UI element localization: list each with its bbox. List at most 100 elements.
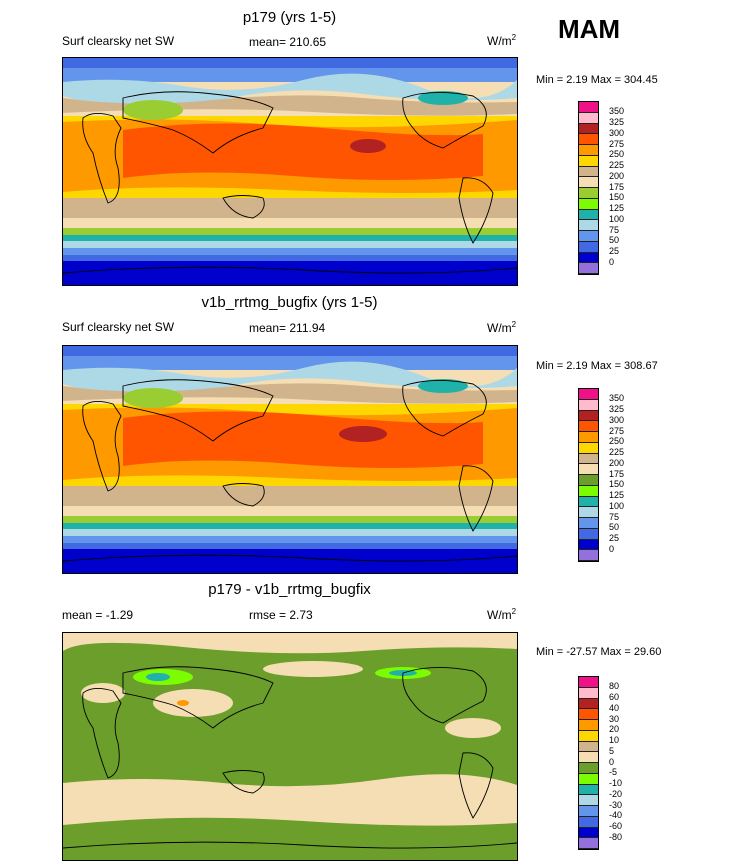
colorbar-label: 125 — [609, 490, 625, 500]
panel3-minmax: Min = -27.57 Max = 29.60 — [536, 646, 662, 658]
colorbar-label: -40 — [609, 810, 623, 821]
panel3-title: p179 - v1b_rrtmg_bugfix — [208, 581, 371, 598]
colorbar-swatch — [579, 231, 598, 242]
colorbar-label: 75 — [609, 224, 620, 235]
colorbar-swatch — [579, 263, 598, 274]
colorbar-swatch — [579, 134, 598, 145]
panel2-variable: Surf clearsky net SW — [62, 320, 175, 334]
colorbar-swatch — [579, 838, 598, 849]
colorbar-label: 50 — [609, 522, 620, 533]
colorbar-label: 325 — [609, 404, 625, 414]
panel3-colorbar — [578, 676, 599, 850]
panel2-map-svg — [63, 346, 517, 573]
panel1-map-svg — [63, 58, 517, 285]
colorbar-label: 150 — [609, 192, 625, 203]
colorbar-label: 100 — [609, 500, 625, 511]
panel2-mean: mean= 211.94 — [249, 321, 326, 335]
colorbar-label: -60 — [609, 821, 623, 831]
panel2-colorbar — [578, 388, 599, 562]
colorbar-swatch — [579, 123, 598, 135]
colorbar-label: 350 — [609, 106, 625, 117]
panel2-title: v1b_rrtmg_bugfix (yrs 1-5) — [201, 294, 378, 311]
colorbar-label: 225 — [609, 160, 625, 170]
panel1-mean: mean= 210.65 — [249, 35, 327, 49]
colorbar-swatch — [579, 421, 598, 432]
colorbar-swatch — [579, 806, 598, 817]
colorbar-swatch — [579, 507, 598, 518]
colorbar-swatch — [579, 752, 598, 763]
panel1-colorbar — [578, 101, 599, 275]
panel3-mean: mean = -1.29 — [62, 608, 134, 622]
panel2-map — [62, 345, 518, 574]
colorbar-swatch — [579, 177, 598, 188]
colorbar-label: -80 — [609, 831, 623, 842]
colorbar-swatch — [579, 485, 598, 497]
colorbar-swatch — [579, 389, 598, 400]
colorbar-swatch — [579, 475, 598, 486]
colorbar-swatch — [579, 188, 598, 199]
colorbar-label: -20 — [609, 788, 623, 799]
colorbar-label: 125 — [609, 203, 625, 213]
colorbar-label: 0 — [609, 756, 615, 767]
colorbar-label: 50 — [609, 235, 620, 246]
colorbar-swatch — [579, 410, 598, 422]
colorbar-swatch — [579, 827, 598, 839]
panel3-units: W/m2 — [487, 607, 517, 622]
colorbar-swatch — [579, 453, 598, 465]
colorbar-swatch — [579, 550, 598, 561]
colorbar-label: 150 — [609, 479, 625, 490]
colorbar-label: 300 — [609, 127, 625, 138]
panel1-variable: Surf clearsky net SW — [62, 34, 175, 48]
colorbar-label: 60 — [609, 692, 620, 702]
panel2-units: W/m2 — [487, 320, 517, 335]
colorbar-label: 225 — [609, 447, 625, 457]
colorbar-label: 200 — [609, 170, 625, 181]
colorbar-swatch — [579, 145, 598, 156]
colorbar-label: 40 — [609, 702, 620, 713]
colorbar-label: 200 — [609, 457, 625, 468]
colorbar-swatch — [579, 763, 598, 774]
colorbar-label: 80 — [609, 681, 620, 692]
colorbar-swatch — [579, 784, 598, 796]
colorbar-label: 175 — [609, 468, 625, 479]
colorbar-swatch — [579, 432, 598, 443]
colorbar-swatch — [579, 539, 598, 551]
colorbar-swatch — [579, 773, 598, 785]
colorbar-label: 175 — [609, 181, 625, 192]
colorbar-label: 10 — [609, 735, 620, 745]
colorbar-swatch — [579, 677, 598, 688]
colorbar-label: 275 — [609, 138, 625, 149]
colorbar-swatch — [579, 252, 598, 264]
colorbar-swatch — [579, 528, 598, 540]
colorbar-swatch — [579, 209, 598, 221]
colorbar-label: 0 — [609, 543, 615, 554]
colorbar-swatch — [579, 399, 598, 411]
panel1-minmax: Min = 2.19 Max = 304.45 — [536, 74, 658, 86]
colorbar-swatch — [579, 518, 598, 529]
colorbar-label: -5 — [609, 767, 618, 778]
colorbar-swatch — [579, 709, 598, 720]
colorbar-label: 5 — [609, 745, 615, 756]
colorbar-swatch — [579, 741, 598, 753]
colorbar-swatch — [579, 698, 598, 710]
panel1-units: W/m2 — [487, 33, 517, 48]
panel3-rmse: rmse = 2.73 — [249, 608, 313, 622]
colorbar-label: 350 — [609, 393, 625, 404]
colorbar-label: -30 — [609, 799, 623, 810]
colorbar-label: 25 — [609, 246, 620, 256]
colorbar-swatch — [579, 795, 598, 806]
colorbar-swatch — [579, 730, 598, 742]
colorbar-label: 0 — [609, 256, 615, 267]
colorbar-swatch — [579, 198, 598, 210]
colorbar-swatch — [579, 720, 598, 731]
colorbar-swatch — [579, 112, 598, 124]
panel1-title: p179 (yrs 1-5) — [242, 9, 337, 26]
colorbar-swatch — [579, 816, 598, 828]
colorbar-label: 100 — [609, 213, 625, 224]
colorbar-label: 325 — [609, 117, 625, 127]
season-label: MAM — [558, 14, 621, 44]
panel3-map — [62, 632, 518, 861]
panel1-map — [62, 57, 518, 286]
colorbar-swatch — [579, 220, 598, 231]
colorbar-label: 250 — [609, 436, 625, 447]
